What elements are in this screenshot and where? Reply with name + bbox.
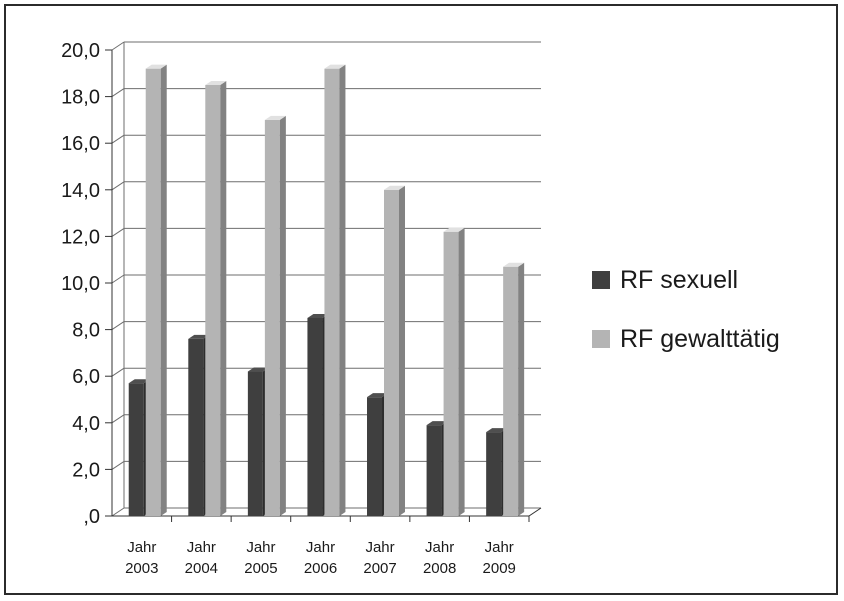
y-tick-label: 4,0	[72, 413, 100, 435]
bar-side-1	[160, 64, 167, 516]
bar-top-0	[128, 379, 150, 384]
x-tick-label: 2008	[423, 560, 456, 577]
x-tick-label: 2009	[483, 560, 516, 577]
y-tick-label: 18,0	[61, 87, 100, 109]
bar-1	[205, 84, 221, 516]
y-tick-label: 6,0	[72, 366, 100, 388]
bar-1	[145, 68, 161, 516]
bar-0	[367, 397, 383, 516]
gridline-depth	[111, 460, 125, 470]
bar-side-1	[339, 64, 346, 516]
legend-item-rf-sexuell: RF sexuell	[592, 262, 780, 298]
y-tick-label: 8,0	[72, 320, 100, 342]
x-tick-label: 2003	[125, 560, 158, 577]
bar-top-1	[384, 185, 406, 190]
bar-top-1	[264, 115, 286, 120]
y-tick-label: 2,0	[72, 459, 100, 481]
y-tick-label: 12,0	[61, 226, 100, 248]
gridline-depth	[111, 181, 125, 191]
bar-1	[324, 68, 340, 516]
gridline-depth	[111, 321, 125, 331]
gridline-depth	[111, 227, 125, 237]
y-tick-label: ,0	[83, 506, 100, 528]
x-tick-label: Jahr	[425, 539, 454, 556]
bar-0	[247, 371, 263, 516]
legend-item-rf-gewalttaetig: RF gewalttätig	[592, 321, 780, 357]
bar-top-1	[503, 262, 525, 267]
legend-swatch-rf-sexuell	[592, 271, 610, 289]
bar-side-1	[518, 262, 525, 516]
bar-top-1	[443, 227, 465, 232]
bar-0	[486, 432, 502, 516]
gridline-depth	[111, 41, 125, 51]
bar-top-0	[188, 334, 210, 339]
gridline-depth	[111, 367, 125, 377]
x-tick-label: Jahr	[485, 539, 514, 556]
bar-0	[128, 383, 144, 516]
legend-label-rf-sexuell: RF sexuell	[620, 265, 739, 294]
bar-chart: ,0 2,0 4,0 6,0 8,0 10,0 12,0 14,0 16,0 18,0 20,0 Ja…	[61, 40, 542, 577]
x-tick-label: 2004	[185, 560, 218, 577]
y-tick-label: 20,0	[61, 40, 100, 62]
bar-top-1	[145, 64, 167, 69]
bar-side-1	[458, 227, 465, 517]
bar-0	[426, 425, 442, 516]
bar-side-1	[279, 115, 286, 517]
x-tick-label: 2007	[363, 560, 396, 577]
bar-0	[188, 338, 204, 516]
chart-frame: ,0 2,0 4,0 6,0 8,0 10,0 12,0 14,0 16,0 18,0 20,0 Ja…	[4, 4, 838, 595]
bar-side-1	[399, 185, 406, 517]
gridline-depth	[111, 88, 125, 98]
y-tick-label: 10,0	[61, 273, 100, 295]
legend-label-rf-gewalttaetig: RF gewalttätig	[620, 324, 780, 353]
bar-top-0	[426, 421, 448, 426]
bar-top-1	[324, 64, 346, 69]
bar-0	[307, 317, 323, 516]
bar-top-0	[367, 393, 389, 398]
bar-top-1	[205, 80, 227, 85]
gridline-depth	[111, 507, 125, 517]
gridline-depth	[111, 274, 125, 284]
gridline-depth	[111, 134, 125, 144]
bar-1	[264, 119, 280, 517]
x-tick-label: Jahr	[306, 539, 335, 556]
x-tick-label: Jahr	[127, 539, 156, 556]
y-tick-label: 14,0	[61, 180, 100, 202]
bar-1	[384, 189, 400, 517]
x-tick-label: 2005	[244, 560, 277, 577]
gridline-depth	[111, 414, 125, 424]
bar-top-0	[307, 313, 329, 318]
legend-swatch-rf-gewalttaetig	[592, 330, 610, 348]
legend: RF sexuell RF gewalttätig	[592, 262, 780, 380]
bar-1	[503, 266, 519, 516]
x-tick-label: Jahr	[187, 539, 216, 556]
x-tick-label: Jahr	[365, 539, 394, 556]
x-tick-label: 2006	[304, 560, 337, 577]
y-tick-label: 16,0	[61, 133, 100, 155]
bar-top-0	[486, 428, 508, 433]
x-tick-label: Jahr	[246, 539, 275, 556]
bar-top-0	[247, 367, 269, 372]
bar-1	[443, 231, 459, 517]
bar-side-1	[220, 80, 227, 516]
